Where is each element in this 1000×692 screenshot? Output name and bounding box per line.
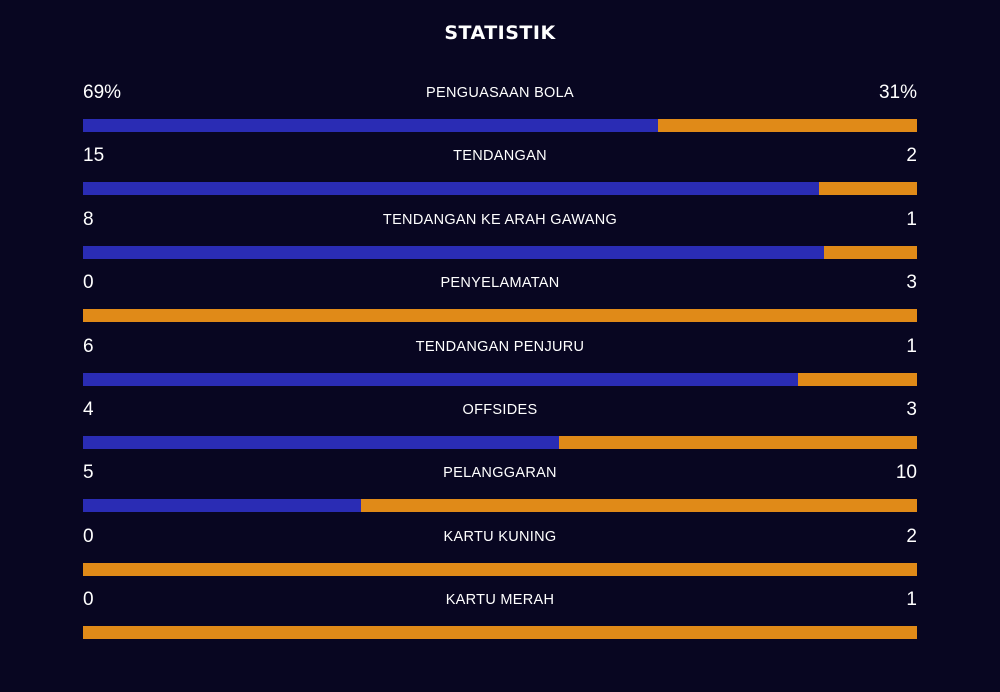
stat-bar bbox=[83, 372, 917, 386]
stat-row: 15 TENDANGAN 2 bbox=[83, 143, 917, 206]
away-bar-segment bbox=[818, 182, 917, 196]
stat-bar bbox=[83, 499, 917, 513]
away-bar-segment bbox=[83, 562, 917, 576]
away-bar-segment bbox=[83, 309, 917, 323]
stat-label: KARTU KUNING bbox=[443, 528, 557, 545]
away-value: 1 bbox=[906, 589, 917, 611]
page-title: STATISTIK bbox=[444, 22, 556, 44]
away-value: 3 bbox=[906, 398, 917, 420]
away-bar-segment bbox=[658, 119, 917, 132]
stat-row: 4 OFFSIDES 3 bbox=[83, 397, 917, 460]
away-bar-segment bbox=[559, 435, 917, 449]
stat-bar bbox=[83, 182, 917, 196]
stat-row: 0 KARTU MERAH 1 bbox=[83, 587, 917, 650]
stat-bar bbox=[83, 245, 917, 259]
away-value: 10 bbox=[895, 462, 917, 484]
away-value: 1 bbox=[906, 208, 917, 230]
home-value: 15 bbox=[83, 145, 105, 167]
home-bar-segment bbox=[83, 182, 819, 196]
stat-label: KARTU MERAH bbox=[445, 592, 555, 609]
stats-list: 69% PENGUASAAN BOLA 31% 15 TENDANGAN 2 8… bbox=[83, 80, 917, 651]
stat-label: PENYELAMATAN bbox=[440, 275, 560, 292]
stat-bar bbox=[83, 435, 917, 449]
stat-label: PENGUASAAN BOLA bbox=[426, 85, 574, 101]
home-bar-segment bbox=[83, 119, 659, 132]
stat-row: 69% PENGUASAAN BOLA 31% bbox=[83, 80, 917, 143]
stat-bar bbox=[83, 626, 917, 640]
home-value: 8 bbox=[83, 208, 94, 230]
stat-label: TENDANGAN KE ARAH GAWANG bbox=[382, 211, 618, 228]
home-bar-segment bbox=[83, 499, 361, 513]
stat-row: 5 PELANGGARAN 10 bbox=[83, 460, 917, 523]
home-value: 5 bbox=[83, 462, 94, 484]
away-value: 3 bbox=[906, 272, 917, 294]
stat-label: OFFSIDES bbox=[462, 401, 538, 418]
stat-row: 0 KARTU KUNING 2 bbox=[83, 524, 917, 587]
home-value: 6 bbox=[83, 335, 94, 357]
stat-bar bbox=[83, 562, 917, 576]
away-value: 2 bbox=[906, 525, 917, 547]
away-bar-segment bbox=[797, 372, 917, 386]
home-bar-segment bbox=[83, 435, 560, 449]
stat-label: PELANGGARAN bbox=[443, 465, 557, 482]
away-value: 2 bbox=[906, 145, 917, 167]
stat-bar bbox=[83, 309, 917, 323]
stat-bar bbox=[83, 119, 917, 132]
stat-label: TENDANGAN PENJURU bbox=[415, 338, 585, 355]
home-bar-segment bbox=[83, 245, 825, 259]
home-value: 69% bbox=[83, 82, 122, 103]
home-value: 0 bbox=[83, 525, 94, 547]
stat-row: 0 PENYELAMATAN 3 bbox=[83, 270, 917, 333]
away-value: 31% bbox=[878, 82, 917, 103]
away-bar-segment bbox=[824, 245, 917, 259]
home-value: 0 bbox=[83, 589, 94, 611]
away-bar-segment bbox=[83, 626, 917, 640]
home-bar-segment bbox=[83, 372, 798, 386]
stat-label: TENDANGAN bbox=[453, 148, 547, 165]
home-value: 0 bbox=[83, 272, 94, 294]
home-value: 4 bbox=[83, 398, 94, 420]
away-value: 1 bbox=[906, 335, 917, 357]
stat-row: 6 TENDANGAN PENJURU 1 bbox=[83, 334, 917, 397]
away-bar-segment bbox=[360, 499, 917, 513]
stat-row: 8 TENDANGAN KE ARAH GAWANG 1 bbox=[83, 207, 917, 270]
